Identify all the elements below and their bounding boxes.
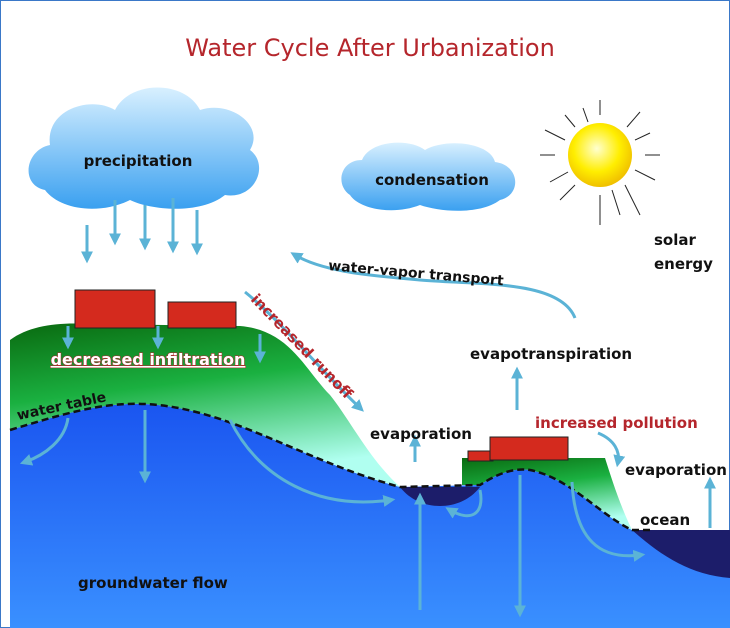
condensation-label: condensation xyxy=(375,171,489,189)
flow-arrows xyxy=(19,290,716,618)
arrow xyxy=(597,431,626,468)
pollution-label: increased pollution xyxy=(535,414,698,432)
arrow xyxy=(634,132,651,141)
arrow xyxy=(549,171,569,183)
evaporation-label: evaporation xyxy=(625,461,727,479)
hill xyxy=(462,458,632,530)
precipitation-label: precipitation xyxy=(84,152,193,170)
arrow xyxy=(228,419,396,507)
evapotranspiration-label: evapotranspiration xyxy=(470,345,632,363)
water-table-line xyxy=(9,402,650,532)
arrow xyxy=(559,184,576,201)
shape xyxy=(467,450,494,462)
cloud xyxy=(28,87,260,209)
shape xyxy=(167,301,237,329)
arrow xyxy=(544,129,566,141)
arrow xyxy=(564,114,576,128)
shape xyxy=(568,123,632,187)
arrow xyxy=(582,107,589,123)
ocean-label: ocean xyxy=(640,511,690,529)
cloud xyxy=(341,142,516,211)
arrow xyxy=(626,111,641,128)
rain-cloud xyxy=(28,87,260,264)
shape xyxy=(74,289,156,329)
solar-label: solar energy xyxy=(654,231,713,273)
shape xyxy=(489,436,569,461)
arrow xyxy=(611,189,621,216)
arrow xyxy=(19,417,70,466)
arrow xyxy=(244,290,364,412)
vapor-arrow xyxy=(290,252,577,319)
arrow xyxy=(624,184,641,216)
arrow xyxy=(570,481,646,562)
groundwater xyxy=(10,403,730,628)
rain-arrows xyxy=(81,198,203,264)
sun xyxy=(540,100,660,225)
buildings xyxy=(74,289,569,462)
arrow xyxy=(634,169,656,181)
infiltration-label: decreased infiltration xyxy=(51,350,246,369)
title: Water Cycle After Urbanization xyxy=(185,34,555,62)
arrow xyxy=(445,489,483,519)
hill xyxy=(10,323,400,487)
evaporation-label: evaporation xyxy=(370,425,472,443)
groundwater-label: groundwater flow xyxy=(78,574,228,592)
ocean xyxy=(632,530,730,578)
